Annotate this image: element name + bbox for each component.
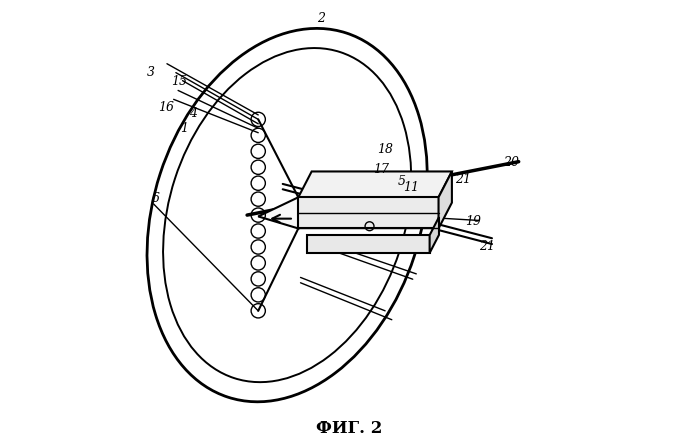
Polygon shape — [307, 235, 430, 253]
Text: 21: 21 — [455, 173, 471, 186]
Text: 5: 5 — [398, 175, 406, 188]
Polygon shape — [258, 197, 298, 228]
Text: 2: 2 — [317, 12, 324, 25]
Text: 19: 19 — [466, 215, 482, 228]
Text: 4: 4 — [189, 107, 197, 120]
Text: 6: 6 — [152, 192, 160, 205]
Text: 17: 17 — [373, 163, 389, 176]
Text: 11: 11 — [403, 181, 419, 194]
Polygon shape — [438, 172, 452, 228]
Polygon shape — [430, 217, 439, 253]
Polygon shape — [298, 197, 438, 228]
Polygon shape — [298, 172, 452, 197]
Text: 18: 18 — [377, 143, 393, 156]
Text: 1: 1 — [180, 122, 188, 135]
Text: 21: 21 — [480, 240, 496, 253]
Text: ФИГ. 2: ФИГ. 2 — [317, 420, 382, 437]
Text: 16: 16 — [158, 101, 174, 114]
Text: 3: 3 — [147, 66, 154, 79]
Text: 20: 20 — [503, 156, 519, 169]
Text: 15: 15 — [171, 75, 187, 88]
